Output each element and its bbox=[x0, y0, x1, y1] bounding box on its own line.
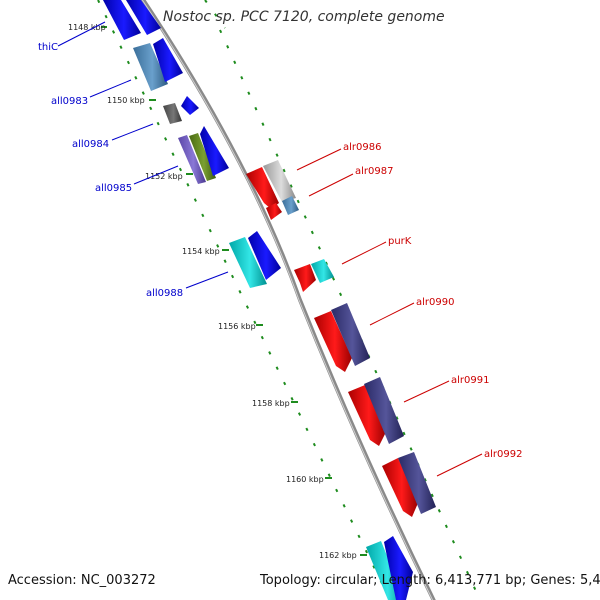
gene-label-alr0990[interactable]: alr0990 bbox=[416, 297, 454, 308]
tick-label-1160: 1160 kbp bbox=[286, 475, 324, 484]
leader-line-alr0991 bbox=[403, 380, 450, 403]
leader-line-alr0986 bbox=[296, 148, 342, 171]
gene-thic[interactable] bbox=[103, 0, 161, 40]
gene-label-all0984[interactable]: all0984 bbox=[72, 139, 109, 150]
gene-minus-bottom[interactable] bbox=[366, 536, 413, 600]
gene-label-all0988[interactable]: all0988 bbox=[146, 288, 183, 299]
gene-label-purk[interactable]: purK bbox=[388, 236, 412, 247]
tick-track-right bbox=[219, 29, 481, 600]
gene-alr0987[interactable] bbox=[266, 196, 299, 220]
gene-all0988[interactable] bbox=[229, 231, 281, 288]
tick-track-right-upper bbox=[204, 0, 226, 29]
gene-label-all0983[interactable]: all0983 bbox=[51, 96, 88, 107]
gene-label-thic[interactable]: thiC bbox=[38, 42, 58, 53]
genome-backbone bbox=[140, 0, 436, 600]
topology-value: circular bbox=[324, 573, 374, 588]
gene-alr0991[interactable] bbox=[348, 377, 404, 446]
gene-alr0992[interactable] bbox=[382, 452, 436, 517]
tick-label-1156: 1156 kbp bbox=[218, 322, 256, 331]
leader-line-purk bbox=[341, 241, 387, 265]
tick-label-1162: 1162 kbp bbox=[319, 551, 357, 560]
gene-purk[interactable] bbox=[294, 259, 334, 292]
genes-label: Genes: bbox=[530, 573, 576, 588]
accession-value: NC_003272 bbox=[80, 573, 156, 588]
tick-label-1148: 1148 kbp bbox=[68, 23, 106, 32]
tick-label-1150: 1150 kbp bbox=[107, 96, 145, 105]
accession-line: Accession: NC_003272 bbox=[8, 573, 156, 588]
leader-line-alr0992 bbox=[436, 453, 483, 477]
genes-value: 5,428 bbox=[579, 573, 600, 588]
leader-line-thic bbox=[57, 21, 106, 47]
gene-all0985[interactable] bbox=[178, 126, 229, 184]
leader-line-alr0987 bbox=[308, 173, 354, 197]
tick-track-left bbox=[97, 0, 391, 600]
gene-alr0990[interactable] bbox=[314, 303, 370, 372]
leader-line-all0983 bbox=[89, 79, 132, 98]
length-value: 6,413,771 bp bbox=[435, 573, 522, 588]
gene-all0984[interactable] bbox=[163, 96, 199, 124]
genome-stats-line: Topology: circular; Length: 6,413,771 bp… bbox=[260, 573, 600, 588]
leader-line-all0984 bbox=[111, 123, 154, 141]
gene-label-alr0992[interactable]: alr0992 bbox=[484, 449, 522, 460]
genome-backbone-highlight bbox=[141, 0, 434, 600]
accession-label: Accession: bbox=[8, 573, 77, 588]
gene-alr0986[interactable] bbox=[246, 160, 296, 209]
leader-line-all0985 bbox=[133, 165, 179, 185]
topology-label: Topology: bbox=[260, 573, 321, 588]
gene-label-alr0991[interactable]: alr0991 bbox=[451, 375, 489, 386]
gene-all0983[interactable] bbox=[133, 38, 183, 91]
length-label: Length: bbox=[381, 573, 431, 588]
genome-title: Nostoc sp. PCC 7120, complete genome bbox=[163, 9, 445, 25]
tick-label-1152: 1152 kbp bbox=[145, 172, 183, 181]
tick-label-1158: 1158 kbp bbox=[252, 399, 290, 408]
gene-label-alr0987[interactable]: alr0987 bbox=[355, 166, 393, 177]
tick-label-1154: 1154 kbp bbox=[182, 247, 220, 256]
gene-label-alr0986[interactable]: alr0986 bbox=[343, 142, 381, 153]
leader-line-all0988 bbox=[185, 271, 229, 289]
gene-label-all0985[interactable]: all0985 bbox=[95, 183, 132, 194]
scale-ticks bbox=[101, 26, 367, 556]
leader-line-alr0990 bbox=[369, 302, 415, 326]
